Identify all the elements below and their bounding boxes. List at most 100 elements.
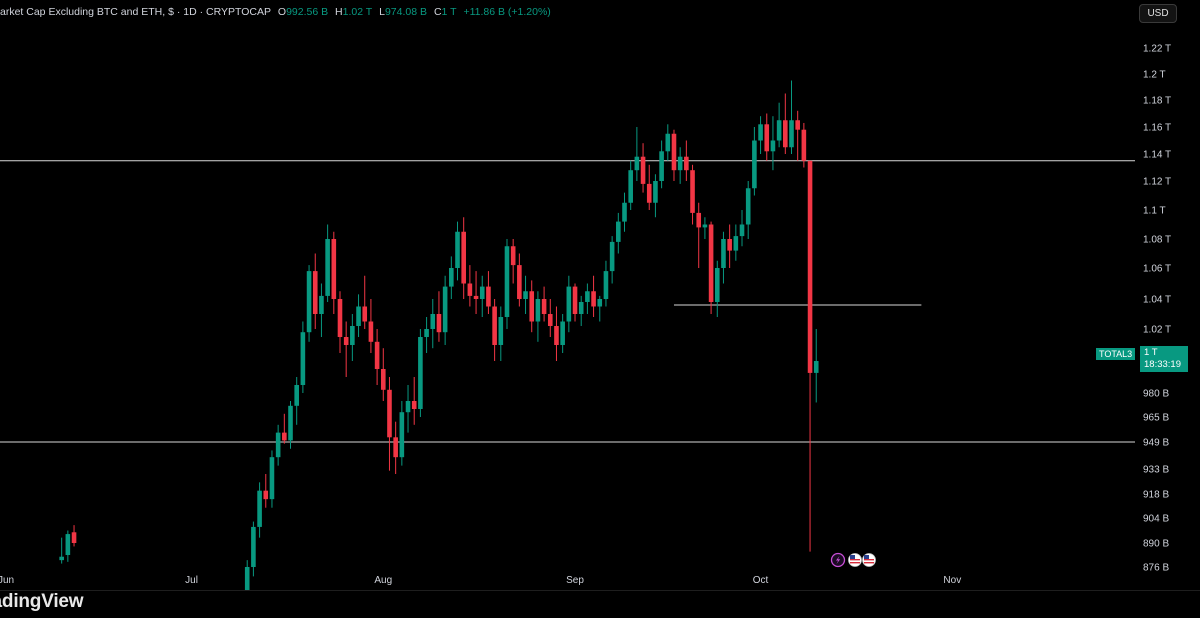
flag-stripe <box>864 559 874 561</box>
last-price-label: 1 T 18:33:19 <box>1140 346 1188 372</box>
candle-body <box>702 224 708 228</box>
y-axis-tick-label: 1.08 T <box>1143 235 1171 246</box>
candle-body <box>714 268 720 302</box>
candle-body <box>244 567 250 590</box>
y-axis-tick-label: 876 B <box>1143 563 1169 574</box>
candle-body <box>535 299 541 322</box>
candle-body <box>603 271 609 299</box>
candle-body <box>343 337 349 345</box>
candle-body <box>560 321 565 345</box>
candle-body <box>752 140 757 189</box>
footer: TradingView <box>0 590 1200 618</box>
y-axis-tick-label: 1.2 T <box>1143 70 1166 81</box>
y-axis-tick-label: 890 B <box>1143 539 1169 550</box>
candle-body <box>288 405 293 441</box>
price-chart[interactable]: 1.22 T 1.2 T 1.18 T 1.16 T 1.14 T 1.12 T 1.1 T… <box>0 28 1200 590</box>
y-axis-tick-label: 1.04 T <box>1143 295 1171 306</box>
change-value: +11.86 B (+1.20%) <box>463 6 551 18</box>
y-axis-tick-label: 904 B <box>1143 514 1169 525</box>
candle-body <box>449 268 454 287</box>
candle-body <box>387 389 392 438</box>
candle-body <box>591 291 596 307</box>
candle-body <box>696 212 702 228</box>
candle-body <box>708 224 714 302</box>
candle-body <box>677 156 683 171</box>
candle-body <box>634 156 640 171</box>
candle-body <box>71 532 77 543</box>
candle-body <box>529 291 535 322</box>
candle-body <box>393 437 398 458</box>
candle-body <box>628 170 633 203</box>
candle-body <box>671 133 677 171</box>
symbol-price-tag: TOTAL3 <box>1096 348 1136 360</box>
candle-body <box>461 231 466 284</box>
flag-stripe <box>850 562 860 564</box>
candle-body <box>745 188 751 225</box>
candle-body <box>257 490 262 527</box>
candle-body <box>424 329 429 337</box>
y-axis-tick-label: 918 B <box>1143 490 1169 501</box>
candle-body <box>467 283 473 296</box>
candle-body <box>356 306 361 326</box>
candle-body <box>776 120 782 141</box>
candle-body <box>455 231 460 268</box>
candle-body <box>498 317 504 345</box>
candle-body <box>727 239 732 251</box>
candle-body <box>337 299 343 337</box>
candle-body <box>418 337 423 409</box>
currency-button[interactable]: USD <box>1139 4 1177 23</box>
flag-stripe <box>850 559 860 561</box>
candle-body <box>783 120 788 148</box>
candle-body <box>801 129 807 161</box>
candle-body <box>547 314 553 326</box>
candle-body <box>659 151 664 181</box>
high-label: H <box>335 6 343 18</box>
high-value: 1.02 T <box>342 6 373 18</box>
candle-body <box>399 412 405 458</box>
candle-body <box>306 271 312 333</box>
x-axis-tick-label: Sep <box>566 575 584 586</box>
candle-body <box>684 156 689 171</box>
brand-logo-text[interactable]: TradingView <box>0 591 84 612</box>
candle-body <box>523 291 528 299</box>
symbol-header: arket Cap Excluding BTC and ETH, $ · 1D … <box>0 6 551 22</box>
y-axis-tick-label: 1.22 T <box>1143 44 1171 55</box>
candle-body <box>504 246 510 317</box>
candle-body <box>795 120 800 130</box>
candle-body <box>585 291 590 302</box>
candle-body <box>263 490 269 500</box>
y-axis-tick-label: 1.12 T <box>1143 177 1171 188</box>
candle-body <box>554 326 559 345</box>
symbol-title[interactable]: arket Cap Excluding BTC and ETH, $ · 1D … <box>0 6 271 18</box>
y-axis-tick-label: 1.02 T <box>1143 325 1171 336</box>
candle-body <box>331 239 337 299</box>
candle-body <box>622 202 627 222</box>
candle-body <box>294 385 299 406</box>
y-axis-tick-label: 949 B <box>1143 438 1169 449</box>
candle-body <box>362 306 368 322</box>
candle-body <box>319 295 324 314</box>
candle-body <box>430 314 436 329</box>
candle-body <box>721 239 726 268</box>
candle-body <box>486 286 491 307</box>
flag-canton <box>864 555 869 559</box>
candle-body <box>473 295 479 299</box>
candle-body <box>368 321 374 342</box>
candle-body <box>789 120 794 148</box>
x-axis-tick-label: Jul <box>185 575 198 586</box>
candle-body <box>350 326 355 345</box>
candle-body <box>764 124 770 152</box>
candle-body <box>510 246 516 266</box>
y-axis-tick-label: 1.14 T <box>1143 150 1171 161</box>
candle-body <box>405 401 411 413</box>
candle-body <box>597 299 603 307</box>
candle-body <box>479 286 485 299</box>
y-axis-tick-label: 1.1 T <box>1143 206 1166 217</box>
x-axis-tick-label: Nov <box>943 575 961 586</box>
candle-body <box>282 432 287 441</box>
candle-body <box>541 299 547 314</box>
y-axis-tick-label: 965 B <box>1143 413 1169 424</box>
candle-body <box>65 534 71 555</box>
y-axis-tick-label: 1.16 T <box>1143 123 1171 134</box>
candle-body <box>813 361 819 373</box>
